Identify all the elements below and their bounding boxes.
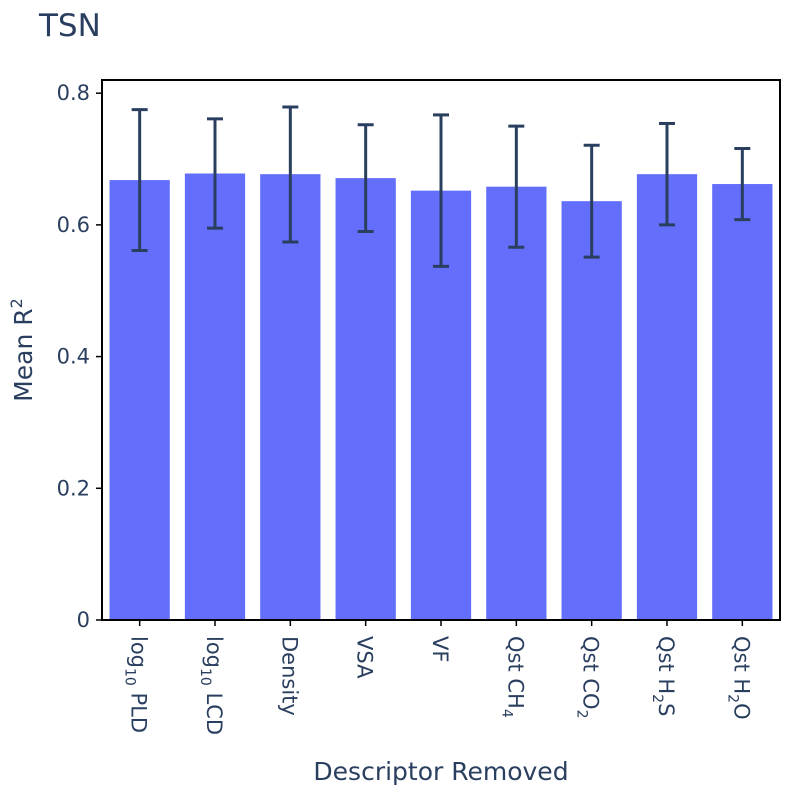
y-axis: 0 0.2 0.4 0.6 0.8 [57, 81, 102, 632]
error-bars-layer [131, 105, 751, 268]
x-axis-title: Descriptor Removed [313, 757, 568, 786]
error-bar-7 [659, 121, 675, 227]
y-tick-label-0: 0 [77, 608, 90, 632]
error-bar-4 [433, 113, 449, 268]
bar-1 [184, 173, 246, 620]
bar-8 [712, 184, 773, 621]
x-tick-label-3: VSA [353, 636, 377, 679]
bar-7 [636, 174, 698, 621]
y-tick-label-4: 0.8 [57, 81, 90, 105]
y-tick-label-2: 0.4 [57, 345, 90, 369]
y-tick-label-1: 0.2 [57, 476, 90, 500]
bars-layer [109, 173, 773, 621]
y-axis-title: Mean R2 [7, 298, 38, 402]
error-bar-5 [508, 124, 525, 249]
x-tick-label-8: Qst H2O [724, 636, 753, 720]
error-bar-3 [357, 123, 374, 233]
error-bar-8 [734, 146, 751, 222]
bar-5 [486, 186, 547, 620]
bar-3 [335, 178, 396, 620]
error-bar-2 [282, 105, 299, 244]
x-tick-label-4: VF [428, 636, 452, 662]
x-tick-label-1: log10 LCD [197, 636, 226, 735]
bar-2 [260, 174, 321, 621]
y-tick-label-3: 0.6 [57, 213, 90, 237]
error-bar-0 [131, 108, 148, 253]
x-tick-label-7: Qst H2S [649, 636, 678, 716]
error-bar-1 [207, 117, 223, 230]
chart-title: TSN [39, 8, 101, 44]
bar-0 [109, 180, 170, 620]
x-tick-label-5: Qst CH4 [498, 636, 527, 718]
x-tick-label-6: Qst CO2 [574, 636, 603, 719]
x-tick-label-0: log10 PLD [122, 636, 151, 733]
bar-6 [561, 201, 622, 621]
error-bar-6 [583, 143, 600, 259]
x-tick-label-2: Density [277, 636, 301, 716]
x-axis: log10 PLD log10 LCD Density VSA VF Qst CH4 Qst… [122, 620, 753, 735]
